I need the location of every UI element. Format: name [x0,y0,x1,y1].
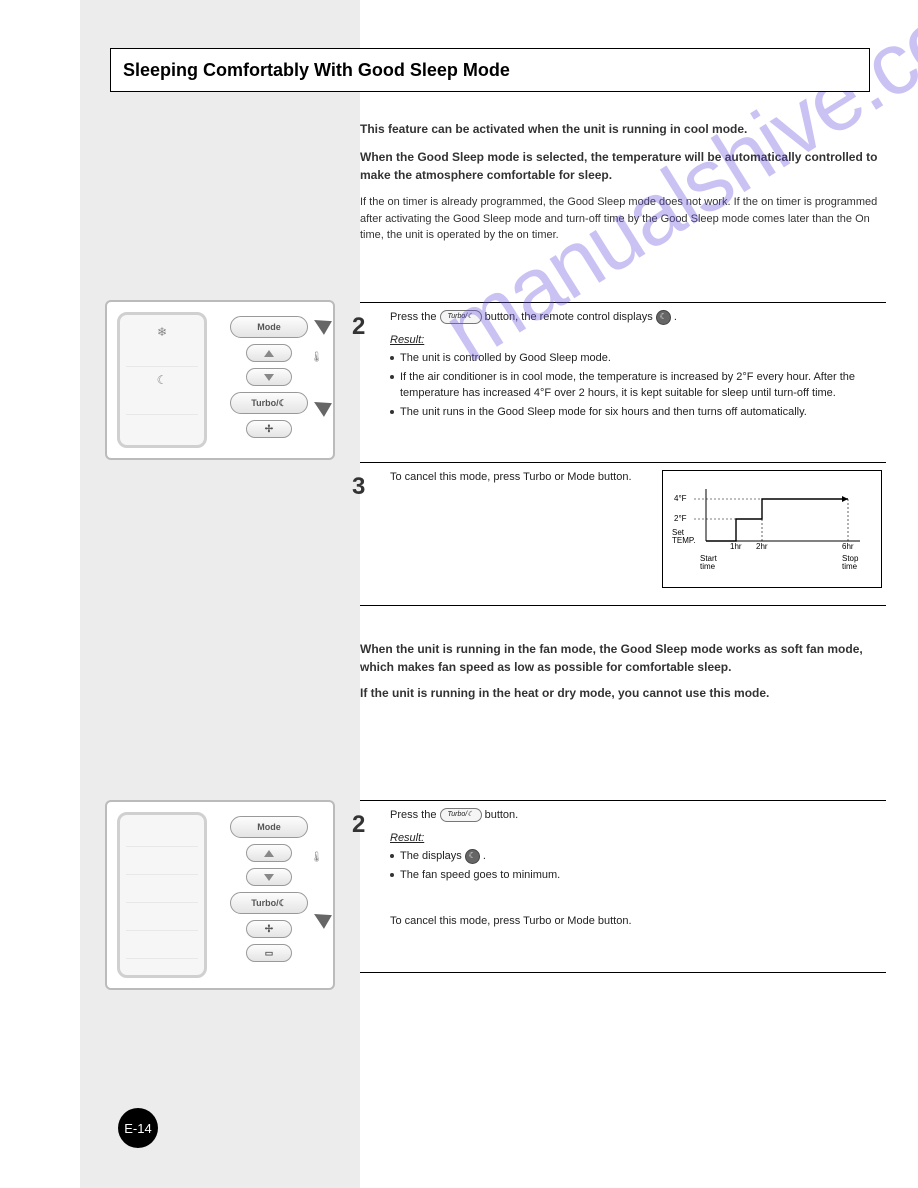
intro-p3: If the on timer is already programmed, t… [360,194,886,244]
temp-down-button [246,868,292,886]
intro-p1: This feature can be activated when the u… [360,120,886,138]
chart-x-label: time [842,562,858,571]
step-instruction: Press the Turbo/☾ button, the remote con… [390,309,886,326]
section2-p2: If the unit is running in the heat or dr… [360,684,886,702]
divider [360,605,886,606]
manual-page: ❄ ☾ Mode 🌡 Turbo/☾ ✢ [0,0,918,1188]
step-number: 3 [352,469,365,505]
step-instruction: Press the Turbo/☾ button. [390,807,886,824]
turbo-button-inline-icon: Turbo/☾ [440,310,482,324]
step-2-block: 2 Press the Turbo/☾ button, the remote c… [360,302,886,420]
step-instruction: To cancel this mode, press Turbo or Mode… [390,469,646,486]
moon-icon: ☾ [126,373,198,387]
moon-inline-icon: ☾ [656,310,671,325]
sidebar-column: ❄ ☾ Mode 🌡 Turbo/☾ ✢ [80,0,360,1188]
remote-lcd [117,812,207,978]
fan-button: ✢ [246,920,292,938]
pointer-arrow-icon [310,395,332,417]
left-margin [0,0,80,1188]
intro-text: This feature can be activated when the u… [360,120,886,244]
step-number: 2 [352,309,365,345]
step-number: 2 [352,807,365,843]
step-bullet: The fan speed goes to minimum. [400,867,560,884]
chart-x-tick: 1hr [730,542,742,551]
step-bullet: The unit runs in the Good Sleep mode for… [400,404,807,421]
mode-button: Mode [230,816,308,838]
chart-x-label: time [700,562,716,571]
turbo-sleep-button: Turbo/☾ [230,892,308,914]
thermometer-icon: 🌡 [310,352,323,363]
temperature-step-chart: 4°F 2°F Set TEMP. 1hr 2hr 6hr [662,470,882,588]
chart-y-label: 4°F [674,494,687,503]
temp-up-button [246,844,292,862]
fan-button: ✢ [246,420,292,438]
snowflake-icon: ❄ [126,325,198,339]
divider [360,972,886,973]
remote-illustration-1: ❄ ☾ Mode 🌡 Turbo/☾ ✢ [105,300,335,460]
chart-y-label: 2°F [674,514,687,523]
result-label: Result: [390,832,424,844]
main-content: manualshive.com This feature can be acti… [360,0,918,1188]
temp-up-button [246,344,292,362]
chart-x-tick: 6hr [842,542,854,551]
turbo-button-inline-icon: Turbo/☾ [440,808,482,822]
step-bullet: The displays ☾ . [400,848,486,865]
temp-down-button [246,368,292,386]
swing-button: ▭ [246,944,292,962]
page-title: Sleeping Comfortably With Good Sleep Mod… [110,48,870,92]
chart-x-tick: 2hr [756,542,768,551]
thermometer-icon: 🌡 [310,852,323,863]
step-bullet: If the air conditioner is in cool mode, … [400,369,886,402]
pointer-arrow-icon [310,907,332,929]
step-bullet: The unit is controlled by Good Sleep mod… [400,350,611,367]
mode-button: Mode [230,316,308,338]
section-2-intro: When the unit is running in the fan mode… [360,640,886,702]
remote-lcd: ❄ ☾ [117,312,207,448]
moon-inline-icon: ☾ [465,849,480,864]
pointer-arrow-icon [310,313,332,335]
step-2b-block: 2 Press the Turbo/☾ button. Result: The … [360,800,886,930]
result-label: Result: [390,334,424,346]
page-number-badge: E-14 [118,1108,158,1148]
section2-p1: When the unit is running in the fan mode… [360,640,886,676]
intro-p2: When the Good Sleep mode is selected, th… [360,148,886,184]
chart-y-axis-label: TEMP. [672,536,695,545]
turbo-sleep-button: Turbo/☾ [230,392,308,414]
cancel-note: To cancel this mode, press Turbo or Mode… [390,913,886,930]
remote-illustration-2: Mode 🌡 Turbo/☾ ✢ ▭ [105,800,335,990]
